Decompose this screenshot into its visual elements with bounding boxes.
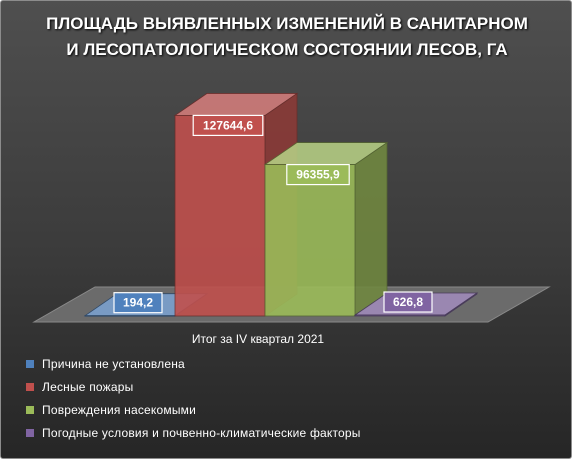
- legend-swatch-2: [26, 382, 34, 391]
- legend-item-4: Погодные условия и почвенно-климатически…: [26, 421, 361, 444]
- data-label-4: 626,8: [383, 291, 433, 313]
- legend-swatch-4: [26, 428, 34, 437]
- data-label-box-4: [383, 291, 433, 313]
- data-label-1: 194,2: [113, 292, 163, 314]
- chart-legend: Причина не установлена Лесные пожары Повре…: [26, 352, 361, 444]
- category-label: Итог за IV квартал 2021: [192, 332, 325, 346]
- bar-3-side: [354, 141, 388, 317]
- data-label-3: 96355,9: [286, 163, 350, 186]
- bar-3: [263, 141, 389, 317]
- data-label-box-3: [286, 163, 350, 186]
- data-label-text-1: 194,2: [123, 296, 153, 310]
- bar-3-front: [264, 164, 356, 317]
- legend-swatch-1: [26, 359, 34, 368]
- bar-2-front: [174, 115, 266, 317]
- chart-title-line-2: И ЛЕСОПАТОЛОГИЧЕСКОМ СОСТОЯНИИ ЛЕСОВ, ГА: [66, 40, 508, 59]
- legend-item-2: Лесные пожары: [26, 375, 361, 398]
- legend-item-1: Причина не установлена: [26, 352, 361, 375]
- legend-item-3: Повреждения насекомыми: [26, 398, 361, 421]
- chart-title: ПЛОЩАДЬ ВЫЯВЛЕННЫХ ИЗМЕНЕНИЙ В САНИТАРНО…: [1, 11, 572, 63]
- chart-title-line-1: ПЛОЩАДЬ ВЫЯВЛЕННЫХ ИЗМЕНЕНИЙ В САНИТАРНО…: [46, 14, 528, 33]
- legend-label-1: Причина не установлена: [42, 356, 185, 371]
- data-label-box-2: [192, 114, 264, 137]
- data-label-text-4: 626,8: [393, 295, 423, 309]
- bar-4-front: [354, 314, 446, 317]
- legend-label-2: Лесные пожары: [42, 379, 134, 394]
- legend-swatch-3: [26, 405, 34, 414]
- legend-label-3: Повреждения насекомыми: [42, 402, 197, 417]
- legend-label-4: Погодные условия и почвенно-климатически…: [42, 425, 361, 440]
- data-label-text-3: 96355,9: [296, 168, 340, 182]
- bar-1-front: [84, 315, 176, 317]
- data-label-2: 127644,6: [192, 114, 264, 137]
- data-label-box-1: [113, 292, 163, 314]
- data-label-text-2: 127644,6: [203, 118, 253, 132]
